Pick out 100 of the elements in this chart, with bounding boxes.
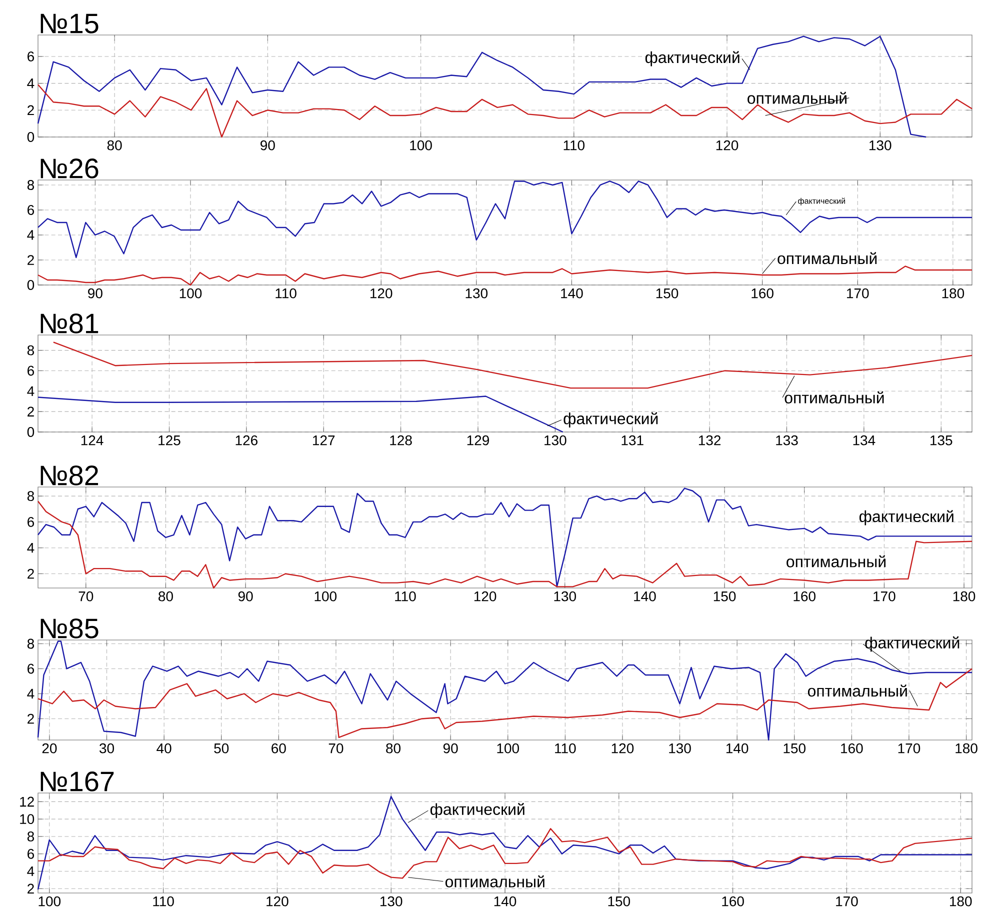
- x-tick-label: 90: [88, 288, 102, 298]
- x-tick-label: 130: [669, 743, 691, 754]
- chart-title: №85: [40, 618, 98, 638]
- y-tick-label: 6: [28, 848, 34, 859]
- y-tick-label: 2: [28, 255, 34, 265]
- y-tick-label: 0: [27, 132, 34, 142]
- x-tick-label: 180: [942, 288, 964, 298]
- x-tick-label: 130: [544, 435, 566, 446]
- x-tick-label: 133: [776, 435, 798, 446]
- x-tick-label: 150: [784, 743, 806, 754]
- y-tick-label: 8: [27, 638, 34, 649]
- annotation: оптимальный: [778, 252, 877, 264]
- annotation: оптимальный: [808, 684, 907, 697]
- x-tick-label: 120: [612, 743, 634, 754]
- x-tick-label: 110: [276, 288, 296, 298]
- x-tick-label: 160: [752, 288, 774, 298]
- x-tick-label: 131: [622, 435, 644, 446]
- x-tick-label: 120: [266, 896, 288, 906]
- x-tick-label: 110: [395, 591, 416, 602]
- y-tick-label: 6: [28, 205, 34, 215]
- x-tick-label: 90: [238, 591, 253, 602]
- x-tick-label: 80: [158, 591, 173, 602]
- x-tick-label: 129: [467, 435, 489, 446]
- x-tick-label: 124: [81, 435, 104, 446]
- y-tick-label: 12: [20, 796, 34, 807]
- x-tick-label: 100: [180, 288, 202, 298]
- y-tick-label: 0: [27, 427, 34, 437]
- x-tick-label: 130: [554, 591, 576, 602]
- x-tick-label: 110: [555, 743, 576, 754]
- x-tick-label: 90: [443, 743, 458, 754]
- x-tick-label: 100: [38, 896, 61, 906]
- annotation: оптимальный: [786, 555, 886, 568]
- y-tick-label: 2: [28, 714, 34, 724]
- y-tick-label: 6: [28, 52, 34, 62]
- x-tick-label: 150: [656, 288, 678, 298]
- y-tick-label: 8: [27, 180, 34, 190]
- annotation: фактический: [865, 636, 960, 652]
- y-tick-label: 8: [27, 491, 34, 502]
- x-tick-label: 70: [78, 591, 94, 602]
- x-tick-label: 140: [634, 591, 656, 602]
- chart-title: №167: [40, 772, 114, 792]
- x-tick-label: 170: [836, 896, 858, 906]
- y-tick-label: 4: [27, 230, 34, 240]
- x-tick-label: 127: [312, 435, 335, 446]
- y-tick-label: 4: [27, 866, 34, 876]
- line-series: [37, 396, 564, 433]
- y-tick-label: 8: [27, 345, 34, 356]
- x-tick-label: 180: [956, 743, 978, 754]
- x-tick-label: 125: [158, 435, 180, 446]
- annotation: фактический: [859, 510, 954, 526]
- x-tick-label: 140: [726, 743, 748, 754]
- y-tick-label: 6: [28, 517, 34, 527]
- x-tick-label: 128: [390, 435, 412, 446]
- x-tick-label: 150: [714, 591, 736, 602]
- x-tick-label: 140: [561, 288, 583, 298]
- x-tick-label: 140: [494, 896, 516, 906]
- x-tick-label: 50: [214, 743, 229, 754]
- y-tick-label: 10: [20, 814, 34, 824]
- chart-title: №15: [40, 14, 98, 34]
- annotation: оптимальный: [445, 875, 544, 888]
- x-tick-label: 135: [930, 435, 952, 446]
- y-tick-label: 0: [27, 280, 34, 290]
- x-tick-label: 170: [874, 591, 896, 602]
- x-tick-label: 160: [722, 896, 744, 906]
- line-series: [52, 342, 973, 389]
- y-tick-label: 4: [27, 78, 34, 88]
- x-tick-label: 180: [953, 591, 976, 602]
- x-tick-label: 120: [370, 288, 392, 298]
- line-series: [37, 796, 973, 890]
- x-tick-label: 150: [608, 896, 630, 906]
- annotation: фактический: [645, 51, 740, 66]
- annotation: оптимальный: [784, 391, 884, 404]
- chart-title: №81: [40, 314, 98, 334]
- y-tick-label: 4: [27, 543, 34, 553]
- annotation: фактический: [798, 198, 846, 206]
- x-tick-label: 110: [153, 896, 174, 906]
- x-tick-label: 160: [841, 743, 863, 754]
- annotation: фактический: [430, 802, 524, 818]
- x-tick-label: 130: [380, 896, 402, 906]
- x-tick-label: 120: [474, 591, 496, 602]
- y-tick-label: 2: [28, 105, 34, 116]
- chart-title: №82: [40, 466, 98, 486]
- x-tick-label: 180: [950, 896, 972, 906]
- x-tick-label: 100: [314, 591, 337, 602]
- y-tick-label: 2: [28, 884, 34, 894]
- y-tick-label: 6: [28, 366, 34, 376]
- x-tick-label: 160: [794, 591, 816, 602]
- annotation: оптимальный: [748, 92, 846, 104]
- x-tick-label: 130: [466, 288, 488, 298]
- x-tick-label: 80: [386, 743, 400, 754]
- x-tick-label: 132: [698, 435, 721, 446]
- y-tick-label: 4: [27, 688, 34, 699]
- x-tick-label: 40: [156, 743, 172, 754]
- x-tick-label: 110: [564, 140, 585, 150]
- x-tick-label: 126: [236, 435, 258, 446]
- x-tick-label: 90: [260, 140, 275, 150]
- line-series: [37, 266, 973, 286]
- chart-title: №26: [40, 158, 98, 178]
- x-tick-label: 20: [42, 743, 57, 754]
- x-tick-label: 70: [328, 743, 344, 754]
